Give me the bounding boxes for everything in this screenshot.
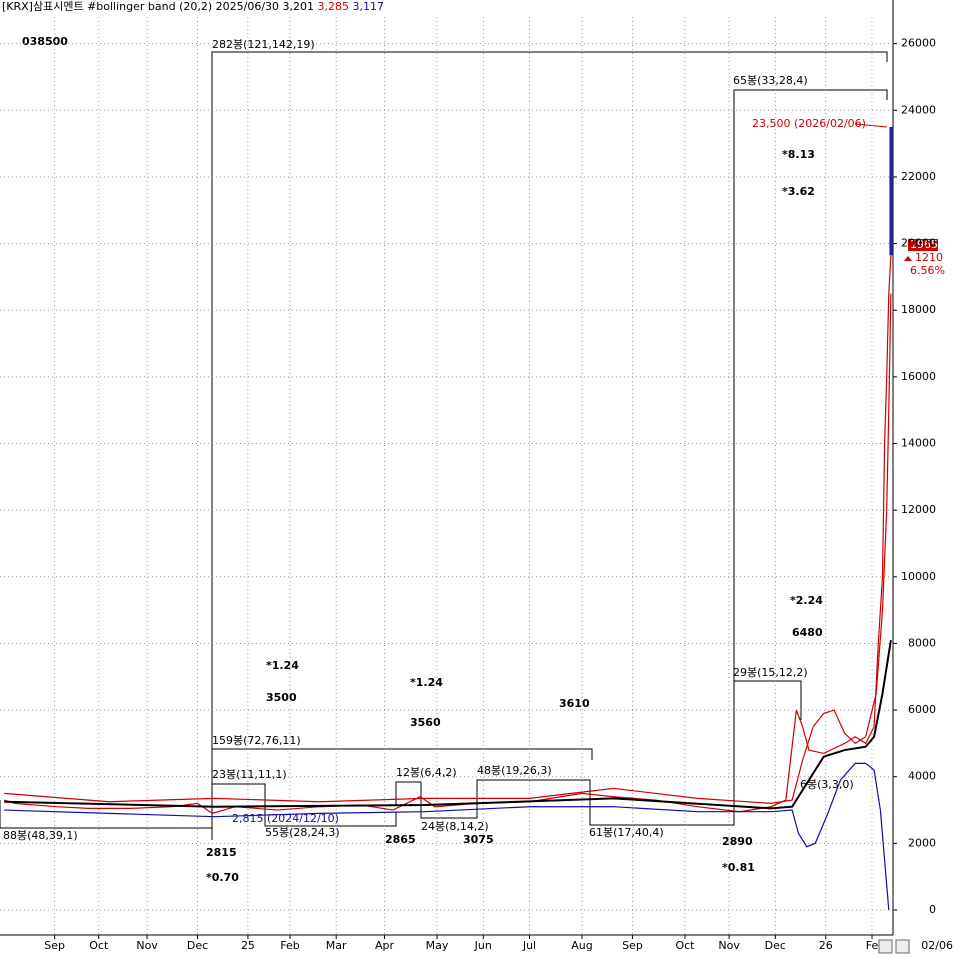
price-change: 1210 [915, 251, 943, 264]
y-tick-label: 16000 [901, 370, 936, 383]
y-tick-label: 12000 [901, 503, 936, 516]
bracket [733, 680, 802, 818]
annotation: 23봉(11,11,1) [212, 768, 287, 781]
chart-title: [KRX]삼표시멘트 #bollinger band (20,2) 2025/0… [2, 0, 384, 13]
low-label: 3,117 [353, 0, 385, 13]
annotation: 24봉(8,14,2) [421, 820, 489, 833]
zoom-button[interactable] [895, 939, 910, 954]
annotation: *8.13 [782, 148, 815, 161]
y-tick-label: 4000 [908, 770, 936, 783]
x-tick-label: Apr [375, 939, 395, 952]
x-tick-label: Nov [718, 939, 740, 952]
code-label: 038500 [22, 35, 68, 48]
high-arrow [854, 123, 888, 128]
annotation: 48봉(19,26,3) [477, 764, 552, 777]
y-tick-label: 6000 [908, 703, 936, 716]
bracket [476, 779, 591, 806]
bracket [211, 51, 888, 840]
annotation: 2,815 (2024/12/10) [232, 812, 339, 825]
annotation: 55봉(28,24,3) [265, 826, 340, 839]
edit-button[interactable] [878, 939, 893, 954]
x-tick-label: 25 [241, 939, 255, 952]
annotation: 2865 [385, 833, 416, 846]
up-triangle [904, 256, 912, 261]
high-label: 3,285 [318, 0, 350, 13]
price-box [908, 239, 938, 251]
bracket [211, 748, 593, 812]
x-tick-label: Sep [44, 939, 65, 952]
x-tick-label: Nov [136, 939, 158, 952]
annotation: 3560 [410, 716, 441, 729]
annotation: 2890 [722, 835, 753, 848]
y-tick-label: 20000 [901, 237, 936, 250]
annotation: 61봉(17,40,4) [589, 826, 664, 839]
bracket [395, 781, 422, 806]
series-line [4, 639, 892, 810]
series-line [4, 762, 890, 911]
date-label: 02/06 [921, 939, 953, 952]
x-tick-label: Feb [280, 939, 299, 952]
x-tick-label: Dec [187, 939, 208, 952]
annotation: 29봉(15,12,2) [733, 666, 808, 679]
annotation: 88봉(48,39,1) [3, 829, 78, 842]
x-tick-label: Oct [89, 939, 109, 952]
x-tick-label: Dec [765, 939, 786, 952]
annotation: 3610 [559, 697, 590, 710]
x-tick-label: Oct [675, 939, 695, 952]
x-tick-label: Jul [522, 939, 536, 952]
annotation: *1.24 [266, 659, 299, 672]
y-tick-label: 8000 [908, 636, 936, 649]
x-tick-label: May [426, 939, 449, 952]
title-text: [KRX]삼표시멘트 #bollinger band (20,2) 2025/0… [2, 0, 314, 13]
price-box-label: 19650 [910, 238, 945, 251]
series-line [4, 293, 892, 804]
x-tick-label: Fe [866, 939, 879, 952]
annotation: *2.24 [790, 594, 823, 607]
annotation: 6480 [792, 626, 823, 639]
bracket [0, 800, 213, 829]
x-tick-label: Jun [474, 939, 492, 952]
x-tick-label: Sep [622, 939, 643, 952]
annotation: 2815 [206, 846, 237, 859]
annotation: *0.70 [206, 871, 239, 884]
annotation: *0.81 [722, 861, 755, 874]
y-tick-label: 26000 [901, 37, 936, 50]
y-tick-label: 18000 [901, 303, 936, 316]
x-tick-label: 26 [819, 939, 833, 952]
bracket [733, 89, 888, 818]
price-pct: 6.56% [910, 264, 945, 277]
annotation: 159봉(72,76,11) [212, 734, 301, 747]
annotation: 3075 [463, 833, 494, 846]
annotation: 3500 [266, 691, 297, 704]
y-tick-label: 2000 [908, 836, 936, 849]
x-tick-label: Mar [326, 939, 347, 952]
x-tick-label: Aug [571, 939, 592, 952]
bracket [264, 812, 397, 827]
bracket [589, 800, 735, 826]
y-tick-label: 10000 [901, 570, 936, 583]
y-tick-label: 22000 [901, 170, 936, 183]
y-tick-label: 24000 [901, 103, 936, 116]
annotation: *3.62 [782, 185, 815, 198]
annotation: 23,500 (2026/02/06) [752, 117, 866, 130]
annotation: 65봉(33,28,4) [733, 74, 808, 87]
annotation: *1.24 [410, 676, 443, 689]
annotation: 282봉(121,142,19) [212, 38, 315, 51]
annotation: 12봉(6,4,2) [396, 766, 457, 779]
y-tick-label: 14000 [901, 437, 936, 450]
annotation: 6봉(3,3,0) [800, 778, 854, 791]
y-tick-label: 0 [929, 903, 936, 916]
